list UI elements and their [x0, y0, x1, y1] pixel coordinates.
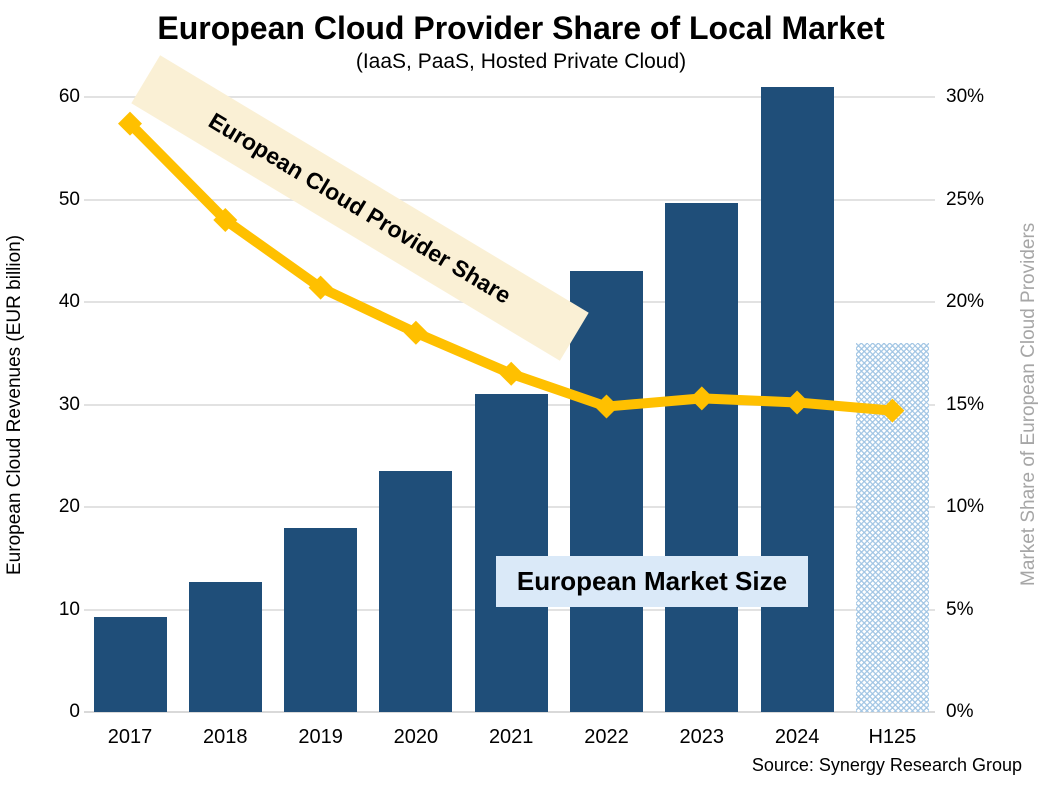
right-tick-0%: 0%: [946, 701, 974, 722]
left-tick-30: 30: [58, 393, 80, 415]
bar-H125: [855, 343, 929, 712]
left-tick-50: 50: [58, 188, 80, 210]
left-tick-40: 40: [58, 291, 80, 312]
left-tick-10: 10: [58, 598, 80, 620]
left-tick-60: 60: [58, 86, 80, 107]
x-label-2018: 2018: [203, 726, 248, 748]
right-tick-30%: 30%: [946, 86, 985, 107]
right-tick-5%: 5%: [946, 598, 974, 620]
bar-2019: [284, 527, 358, 712]
gridline-60: [84, 96, 935, 98]
x-label-H125: H125: [868, 726, 917, 748]
right-tick-10%: 10%: [946, 496, 985, 517]
left-tick-20: 20: [58, 496, 80, 517]
x-label-2017: 2017: [107, 726, 153, 748]
x-label-2024: 2024: [774, 726, 820, 748]
bar-2018: [188, 581, 262, 712]
x-label-2019: 2019: [298, 726, 343, 748]
source-credit: Source: Synergy Research Group: [751, 755, 1022, 775]
chart-subtitle: (IaaS, PaaS, Hosted Private Cloud): [355, 50, 687, 73]
right-tick-15%: 15%: [946, 393, 985, 415]
bar-2021: [474, 394, 548, 712]
right-tick-20%: 20%: [946, 291, 985, 312]
bar-series-label: European Market Size: [496, 556, 808, 607]
x-axis-line: [84, 711, 935, 713]
bar-2022: [570, 271, 643, 712]
bar-2017: [93, 616, 167, 712]
chart-title: European Cloud Provider Share of Local M…: [157, 10, 885, 46]
x-label-2021: 2021: [488, 726, 534, 748]
right-tick-25%: 25%: [946, 188, 985, 210]
left-tick-0: 0: [69, 701, 80, 722]
x-label-2020: 2020: [393, 726, 439, 748]
x-label-2022: 2022: [584, 726, 629, 748]
bar-2023: [665, 202, 739, 712]
x-label-2023: 2023: [679, 726, 725, 748]
bar-2024: [760, 86, 834, 712]
bar-2020: [379, 471, 453, 712]
